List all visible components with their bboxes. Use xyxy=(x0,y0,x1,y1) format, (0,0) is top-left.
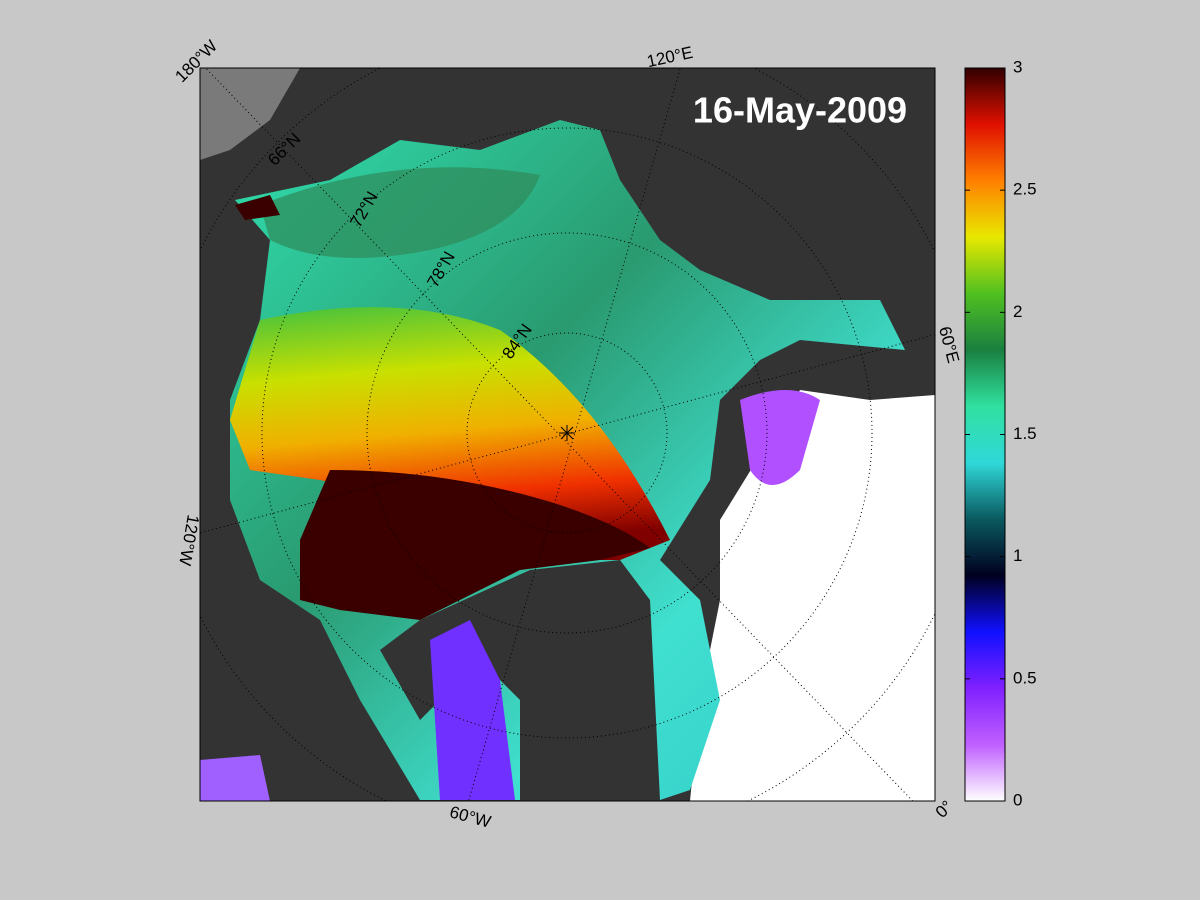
map xyxy=(200,68,935,801)
thick-ice xyxy=(230,307,670,560)
thin-ice xyxy=(740,390,820,485)
date: 16-May-2009 xyxy=(693,90,907,131)
lon-label: 120°E xyxy=(645,43,694,71)
colorbar-tick-label: 2.5 xyxy=(1013,180,1037,199)
lon-label: 0° xyxy=(932,797,957,822)
lon-label: 60°W xyxy=(448,802,493,831)
colorbar-tick-label: 1 xyxy=(1013,546,1022,565)
colorbar xyxy=(964,67,1006,802)
ocean xyxy=(200,68,300,160)
lon-label: 60°E xyxy=(935,324,963,365)
ice xyxy=(260,167,540,258)
pole-marker xyxy=(559,425,575,441)
colorbar-tick-label: 2 xyxy=(1013,302,1022,321)
colorbar-tick-label: 1.5 xyxy=(1013,424,1037,443)
thin-ice xyxy=(200,755,270,801)
colorbar-tick-label: 0.5 xyxy=(1013,668,1037,687)
colorbar-tick-label: 0 xyxy=(1013,790,1022,809)
lon-label: 120°W xyxy=(175,513,203,567)
open-water xyxy=(690,390,935,801)
thin-ice xyxy=(430,620,515,800)
graticule xyxy=(200,68,935,801)
thickest-ice xyxy=(235,195,280,220)
map-frame xyxy=(199,67,936,802)
thickest-ice xyxy=(300,470,650,620)
colorbar-tick-label: 3 xyxy=(1013,57,1022,76)
